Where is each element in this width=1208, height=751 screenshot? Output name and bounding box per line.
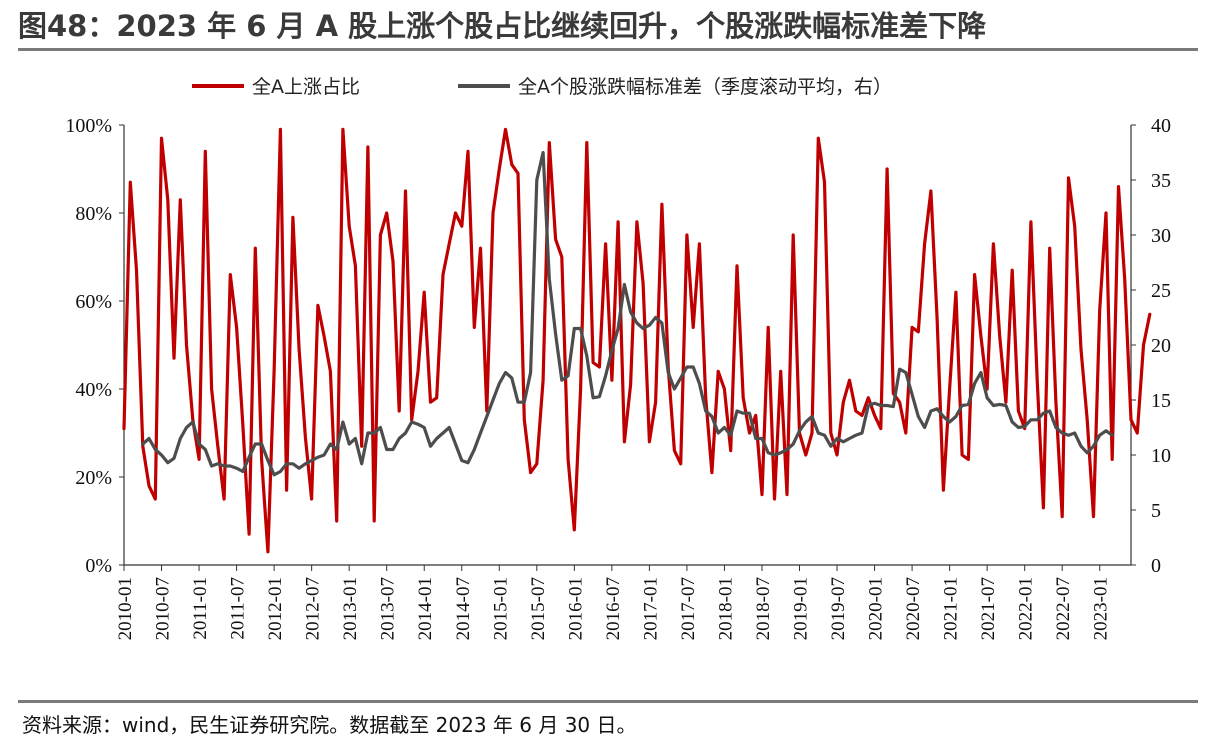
x-tick-label: 2019-07 xyxy=(828,577,849,640)
x-tick-label: 2017-07 xyxy=(678,577,699,640)
right-tick-label: 20 xyxy=(1151,335,1171,357)
legend-swatch-red xyxy=(192,83,244,88)
x-tick-label: 2015-07 xyxy=(528,577,549,640)
x-tick-label: 2021-07 xyxy=(978,577,999,640)
x-tick-label: 2020-07 xyxy=(903,577,924,640)
chart-canvas: 0% 20% 40% 60% 80% 100% 0 5 10 15 20 25 30 35 40 2010-0… xyxy=(65,115,1171,640)
left-tick-label: 100% xyxy=(65,115,112,137)
x-tick-label: 2020-01 xyxy=(866,577,887,640)
left-tick-label: 60% xyxy=(75,291,112,313)
source-divider xyxy=(18,700,1198,703)
legend-item-red: 全A上涨占比 xyxy=(192,72,360,99)
right-tick-label: 30 xyxy=(1151,225,1171,247)
x-tick-label: 2019-01 xyxy=(791,577,812,640)
series-line-std-dev xyxy=(141,150,1114,477)
x-tick-label: 2011-07 xyxy=(228,577,249,640)
x-tick-label: 2015-01 xyxy=(490,577,511,640)
left-tick-label: 20% xyxy=(75,467,112,489)
x-tick-label: 2010-07 xyxy=(153,577,174,640)
x-tick-label: 2013-07 xyxy=(378,577,399,640)
x-tick-label: 2016-07 xyxy=(603,577,624,640)
x-tick-label: 2021-01 xyxy=(941,577,962,640)
x-tick-label: 2022-01 xyxy=(1016,577,1037,640)
right-tick-label: 0 xyxy=(1151,555,1161,577)
x-tick-label: 2013-01 xyxy=(340,577,361,640)
legend-item-gray: 全A个股涨跌幅标准差（季度滚动平均，右） xyxy=(458,72,892,99)
x-tick-label: 2012-07 xyxy=(303,577,324,640)
right-tick-label: 40 xyxy=(1151,115,1171,137)
legend-swatch-gray xyxy=(458,83,510,88)
right-tick-label: 25 xyxy=(1151,280,1171,302)
legend-label-red: 全A上涨占比 xyxy=(252,76,360,98)
x-tick-label: 2017-01 xyxy=(640,577,661,640)
left-tick-label: 80% xyxy=(75,203,112,225)
chart-title: 图48：2023 年 6 月 A 股上涨个股占比继续回升，个股涨跌幅标准差下降 xyxy=(18,9,987,43)
left-tick-label: 40% xyxy=(75,379,112,401)
x-tick-label: 2018-01 xyxy=(715,577,736,640)
left-tick-label: 0% xyxy=(85,555,112,577)
legend-label-gray: 全A个股涨跌幅标准差（季度滚动平均，右） xyxy=(518,76,892,98)
x-tick-label: 2016-01 xyxy=(565,577,586,640)
x-tick-label: 2010-01 xyxy=(115,577,136,640)
right-tick-label: 15 xyxy=(1151,390,1171,412)
x-tick-label: 2012-01 xyxy=(265,577,286,640)
right-tick-label: 5 xyxy=(1151,500,1161,522)
series-line-up-ratio xyxy=(122,127,1152,554)
x-tick-label: 2014-01 xyxy=(415,577,436,640)
x-tick-label: 2022-07 xyxy=(1053,577,1074,640)
x-tick-label: 2023-01 xyxy=(1091,577,1112,640)
source-note: 资料来源：wind，民生证券研究院。数据截至 2023 年 6 月 30 日。 xyxy=(22,713,637,737)
title-divider xyxy=(18,48,1198,51)
x-tick-label: 2018-07 xyxy=(753,577,774,640)
x-tick-label: 2014-07 xyxy=(453,577,474,640)
x-tick-label: 2011-01 xyxy=(190,577,211,640)
right-tick-label: 35 xyxy=(1151,170,1171,192)
right-tick-label: 10 xyxy=(1151,445,1171,467)
